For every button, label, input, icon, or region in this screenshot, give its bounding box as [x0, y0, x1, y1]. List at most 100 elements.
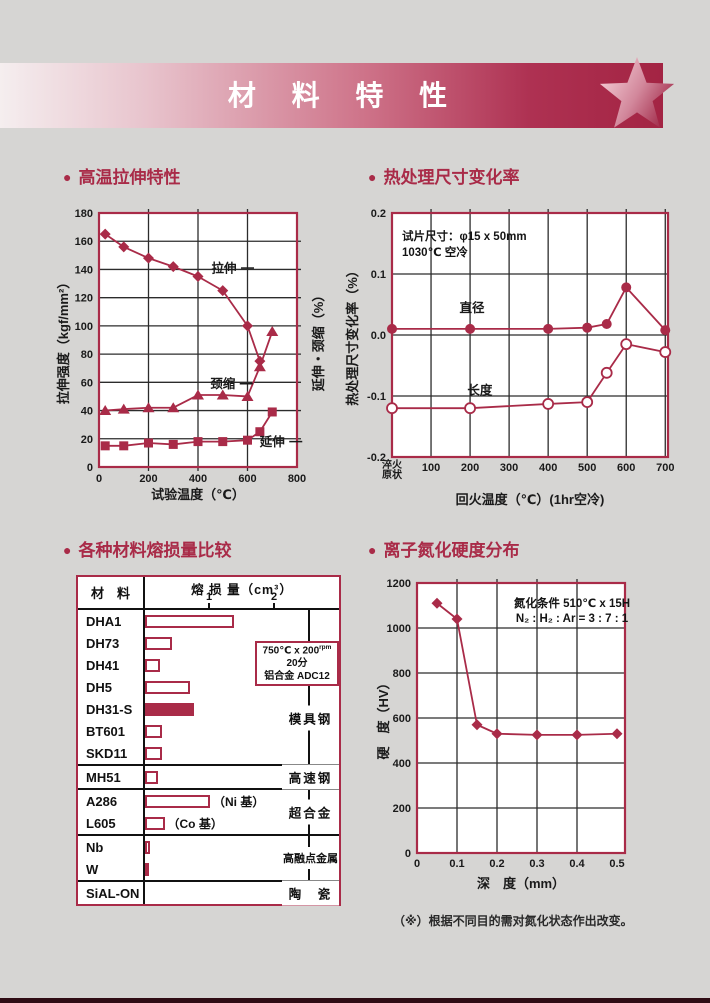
svg-text:0: 0 — [405, 848, 411, 860]
bottom-accent-bar — [0, 998, 710, 1003]
svg-text:600: 600 — [617, 462, 635, 474]
annotation-line: 铝合金 ADC12 — [264, 671, 330, 683]
svg-text:200: 200 — [139, 473, 157, 485]
svg-text:深 度（mm）: 深 度（mm） — [477, 876, 565, 891]
nitriding-footnote: （※）根据不同目的需对氮化状态作出改变。 — [393, 914, 633, 928]
svg-text:-0.2: -0.2 — [367, 452, 386, 464]
table-row: DH73 — [78, 632, 339, 654]
svg-text:N₂ : H₂ : Ar = 3 : 7 : 1: N₂ : H₂ : Ar = 3 : 7 : 1 — [516, 613, 629, 625]
series-颈缩 — [99, 326, 279, 416]
svg-text:0: 0 — [96, 473, 102, 485]
svg-text:-0.1: -0.1 — [367, 391, 386, 403]
tensile-properties-chart: 0 20 40 60 80 100 120 140 160 180 0 200 400 600 800 拉伸颈… — [56, 208, 326, 502]
material-name: MH51 — [86, 769, 121, 785]
melt-loss-table: 材 料 熔 损 量（cm³） 1 2 DHA1 DH73 DH41 DH5 DH31-S… — [76, 575, 341, 906]
material-name: DH41 — [86, 657, 120, 673]
column-divider — [143, 577, 145, 904]
material-group: MH51 高速钢 — [78, 764, 339, 790]
melt-loss-bar — [145, 658, 160, 672]
series-硬度 — [431, 597, 623, 741]
material-group: Nb W 高融点金属 — [78, 836, 339, 882]
svg-text:60: 60 — [81, 377, 93, 389]
melt-loss-column-header: 熔 损 量（cm³） — [191, 583, 293, 597]
tick-mark — [208, 603, 210, 608]
header-banner: 材 料 特 性 — [0, 63, 663, 128]
axis-tick-1: 1 — [205, 591, 213, 603]
table-header: 材 料 熔 损 量（cm³） 1 2 — [78, 577, 339, 610]
svg-text:100: 100 — [422, 462, 440, 474]
svg-text:0: 0 — [414, 858, 420, 870]
melt-loss-bar — [145, 770, 158, 784]
melt-loss-bar — [145, 702, 194, 716]
svg-text:长度: 长度 — [467, 382, 493, 397]
svg-text:0.5: 0.5 — [609, 858, 624, 870]
material-name: DHA1 — [86, 613, 122, 629]
svg-text:试片尺寸：φ15 x 50mm: 试片尺寸：φ15 x 50mm — [402, 229, 527, 243]
svg-text:试验温度（℃）: 试验温度（℃） — [151, 487, 245, 502]
melt-loss-bar — [145, 724, 162, 738]
table-row: W — [78, 858, 339, 880]
section-title-label: 热处理尺寸变化率 — [383, 168, 520, 187]
table-row: MH51 — [78, 766, 339, 788]
table-row: L605 （Co 基） — [78, 812, 339, 834]
bullet-icon: ● — [63, 542, 72, 558]
svg-text:1000: 1000 — [387, 623, 411, 635]
svg-text:0.1: 0.1 — [371, 269, 386, 281]
table-row: DH5 — [78, 676, 339, 698]
svg-text:热处理尺寸变化率（%）: 热处理尺寸变化率（%） — [345, 264, 360, 406]
svg-text:0.1: 0.1 — [449, 858, 464, 870]
svg-text:硬 度（HV）: 硬 度（HV） — [376, 676, 391, 759]
group-label: 超合金 — [282, 799, 339, 825]
series-长度 — [386, 338, 672, 415]
material-group: DHA1 DH73 DH41 DH5 DH31-S BT601 SKD11 模具钢 — [78, 610, 339, 766]
svg-text:延伸: 延伸 — [259, 434, 285, 449]
svg-text:0.2: 0.2 — [371, 208, 386, 220]
group-label: 陶 瓷 — [282, 880, 339, 906]
table-row: SiAL-ON — [78, 882, 339, 904]
series-延伸 — [100, 407, 277, 451]
svg-text:200: 200 — [393, 803, 411, 815]
page-title: 材 料 特 性 — [227, 80, 462, 111]
section-title-label: 离子氮化硬度分布 — [383, 541, 520, 560]
svg-text:0.3: 0.3 — [529, 858, 544, 870]
material-name: A286 — [86, 793, 118, 809]
material-name: DH31-S — [86, 701, 133, 717]
bullet-icon: ● — [63, 169, 72, 185]
section-title-nitriding-hardness: ● 离子氮化硬度分布 — [368, 536, 519, 561]
svg-text:100: 100 — [75, 321, 93, 333]
melt-loss-bar — [145, 680, 190, 694]
bullet-icon: ● — [368, 169, 377, 185]
svg-text:200: 200 — [461, 462, 479, 474]
svg-text:回火温度（℃）(1hr空冷): 回火温度（℃）(1hr空冷) — [456, 492, 605, 507]
material-name: BT601 — [86, 723, 126, 739]
material-name: W — [86, 861, 99, 877]
svg-text:400: 400 — [393, 758, 411, 770]
svg-text:500: 500 — [578, 462, 596, 474]
table-row: DH41 — [78, 654, 339, 676]
annotation-line: 20分 — [286, 658, 308, 670]
material-column-header: 材 料 — [90, 586, 130, 601]
svg-text:600: 600 — [238, 473, 256, 485]
melt-loss-bar — [145, 794, 210, 808]
svg-text:160: 160 — [75, 236, 93, 248]
material-group: SiAL-ON 陶 瓷 — [78, 880, 339, 906]
group-divider-line — [308, 610, 310, 764]
star-icon — [599, 57, 675, 128]
svg-text:140: 140 — [75, 264, 93, 276]
test-condition-annotation: 750℃ x 200rpm 20分 铝合金 ADC12 — [255, 641, 339, 687]
svg-text:0.2: 0.2 — [489, 858, 504, 870]
svg-text:800: 800 — [288, 473, 306, 485]
svg-text:180: 180 — [75, 208, 93, 220]
melt-loss-bar — [145, 614, 235, 628]
svg-text:40: 40 — [81, 406, 93, 418]
section-title-melt-loss: ● 各种材料熔损量比较 — [63, 536, 231, 561]
material-name: DH5 — [86, 679, 113, 695]
material-name: SKD11 — [86, 745, 128, 761]
material-name: Nb — [86, 839, 104, 855]
svg-text:拉伸: 拉伸 — [211, 261, 236, 276]
svg-text:80: 80 — [81, 349, 93, 361]
group-label: 高速钢 — [282, 764, 339, 790]
annotation-line: 750℃ x 200rpm — [262, 644, 332, 657]
axis-tick-2: 2 — [270, 591, 278, 603]
svg-text:1030℃ 空冷: 1030℃ 空冷 — [402, 245, 468, 259]
